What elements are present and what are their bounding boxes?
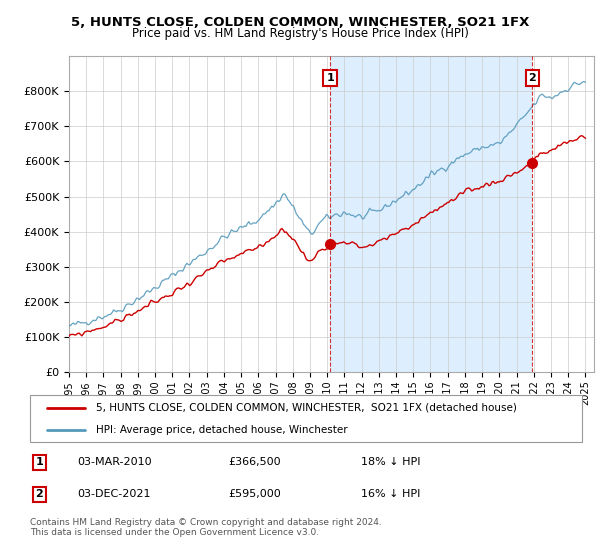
Bar <box>330 56 532 372</box>
Text: HPI: Average price, detached house, Winchester: HPI: Average price, detached house, Winc… <box>96 424 348 435</box>
Text: 03-MAR-2010: 03-MAR-2010 <box>77 457 152 467</box>
Text: £366,500: £366,500 <box>229 457 281 467</box>
Text: 2: 2 <box>35 489 43 500</box>
Text: £595,000: £595,000 <box>229 489 281 500</box>
Text: Price paid vs. HM Land Registry's House Price Index (HPI): Price paid vs. HM Land Registry's House … <box>131 27 469 40</box>
Text: 5, HUNTS CLOSE, COLDEN COMMON, WINCHESTER, SO21 1FX: 5, HUNTS CLOSE, COLDEN COMMON, WINCHESTE… <box>71 16 529 29</box>
Text: 1: 1 <box>35 457 43 467</box>
Text: 1: 1 <box>326 73 334 83</box>
Text: 2: 2 <box>529 73 536 83</box>
Text: 16% ↓ HPI: 16% ↓ HPI <box>361 489 421 500</box>
Text: Contains HM Land Registry data © Crown copyright and database right 2024.
This d: Contains HM Land Registry data © Crown c… <box>30 518 382 538</box>
Text: 18% ↓ HPI: 18% ↓ HPI <box>361 457 421 467</box>
FancyBboxPatch shape <box>30 395 582 442</box>
Text: 03-DEC-2021: 03-DEC-2021 <box>77 489 151 500</box>
Text: 5, HUNTS CLOSE, COLDEN COMMON, WINCHESTER,  SO21 1FX (detached house): 5, HUNTS CLOSE, COLDEN COMMON, WINCHESTE… <box>96 403 517 413</box>
